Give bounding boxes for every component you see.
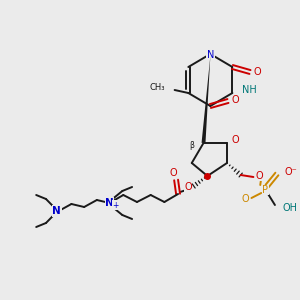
Text: NH: NH bbox=[242, 85, 257, 95]
Text: O: O bbox=[169, 168, 177, 178]
Text: CH₃: CH₃ bbox=[149, 82, 165, 91]
Text: O: O bbox=[242, 194, 249, 204]
Text: N: N bbox=[207, 50, 214, 60]
Text: β: β bbox=[189, 142, 194, 151]
Text: OH: OH bbox=[283, 203, 298, 213]
Text: N: N bbox=[105, 198, 114, 208]
Text: O: O bbox=[253, 67, 261, 77]
Text: N: N bbox=[52, 206, 61, 216]
Text: O: O bbox=[231, 95, 238, 105]
Text: O⁻: O⁻ bbox=[285, 167, 298, 177]
Text: O: O bbox=[184, 182, 192, 192]
Text: O: O bbox=[256, 171, 263, 181]
Text: P: P bbox=[262, 185, 268, 195]
Text: O: O bbox=[232, 135, 240, 145]
Polygon shape bbox=[202, 56, 210, 143]
Text: +: + bbox=[112, 200, 119, 209]
